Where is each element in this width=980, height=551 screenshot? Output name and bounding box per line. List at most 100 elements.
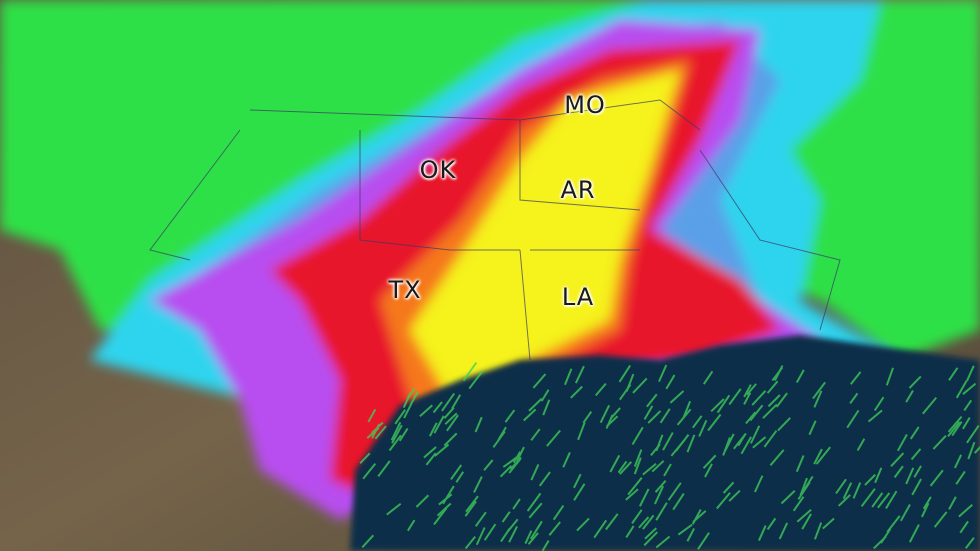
wind-streak [846, 409, 860, 429]
wind-streak [754, 475, 764, 493]
wind-streak [526, 492, 542, 512]
wind-streak [896, 434, 908, 452]
wind-streak [362, 463, 377, 480]
wind-streak [692, 415, 703, 429]
wind-streak [618, 364, 631, 383]
wind-streak [962, 417, 971, 430]
wind-streak [913, 465, 922, 478]
wind-streak [500, 527, 511, 543]
wind-streak [815, 446, 831, 465]
wind-streak [963, 399, 973, 411]
wind-streak [704, 463, 713, 478]
wind-streak [686, 434, 696, 453]
wind-streak [564, 368, 573, 386]
wind-streak [527, 532, 539, 545]
wind-streak [749, 425, 761, 444]
wind-streak [638, 516, 650, 529]
wind-streak [835, 478, 847, 495]
wind-streak [605, 513, 619, 531]
wind-streak [632, 377, 648, 394]
wind-streak [722, 481, 735, 494]
wind-streak [593, 519, 608, 539]
wind-streak [813, 522, 823, 540]
wind-streak [663, 463, 672, 477]
wind-streak [676, 408, 692, 426]
wind-streak [403, 403, 413, 419]
wind-streak [822, 517, 835, 530]
wind-streak [391, 424, 403, 444]
wind-streak [951, 421, 963, 437]
wind-streak [775, 392, 788, 408]
wind-streak [599, 404, 611, 424]
wind-streak [576, 517, 590, 532]
wind-streak [650, 443, 661, 457]
wind-streak [643, 405, 654, 420]
wind-streak [964, 537, 975, 549]
wind-streak [769, 449, 785, 466]
wind-streak [658, 364, 668, 383]
wind-streak [921, 502, 930, 518]
wind-streak [905, 467, 915, 485]
wind-streak [532, 373, 547, 389]
wind-streak [428, 422, 438, 437]
wind-streak [617, 460, 628, 474]
wind-streak [959, 520, 969, 534]
wind-streak [371, 423, 381, 439]
wind-streak [885, 367, 894, 386]
wind-streak [642, 463, 657, 476]
wind-streak [538, 471, 551, 487]
wind-streak [619, 461, 633, 475]
wind-streak [722, 437, 731, 456]
wind-streak [528, 397, 543, 412]
wind-streak [631, 426, 644, 446]
wind-streak [737, 434, 746, 447]
wind-streak [483, 459, 494, 471]
wind-streak [672, 492, 685, 511]
wind-streak [716, 394, 731, 414]
wind-streak [702, 454, 717, 469]
wind-streak [651, 460, 665, 473]
wind-streak [955, 380, 968, 399]
wind-streak [665, 374, 676, 390]
wind-streak [958, 503, 974, 518]
wind-streak [398, 427, 409, 442]
wind-streak [698, 419, 708, 437]
state-label-ok: OK [419, 156, 457, 184]
wind-streak [710, 398, 725, 413]
wind-streak [762, 403, 778, 419]
state-label-la: LA [561, 283, 595, 311]
state-label-mo: MO [564, 91, 606, 119]
wind-streak [442, 485, 455, 505]
wind-streak [662, 432, 674, 451]
wind-streak [877, 492, 891, 509]
wind-streak [625, 373, 635, 392]
wind-streak [524, 530, 533, 544]
wind-streak [654, 485, 665, 505]
wind-streak [433, 415, 445, 434]
wind-streak [374, 425, 387, 440]
wind-streak [849, 392, 859, 404]
wind-streak [432, 401, 443, 414]
wind-streak [911, 478, 922, 496]
wind-streak [837, 494, 851, 507]
wind-streak [885, 490, 898, 509]
wind-streak [890, 452, 905, 468]
wind-streak [728, 388, 742, 406]
wind-streak [743, 392, 752, 405]
wind-streak [633, 457, 642, 475]
wind-streak [749, 404, 764, 422]
wind-streak [423, 446, 437, 459]
wind-streak [483, 523, 497, 541]
wind-streak [625, 525, 635, 538]
wind-streak [473, 476, 483, 493]
wind-streak [433, 507, 448, 526]
wind-streak [893, 465, 904, 478]
wind-streak [501, 511, 511, 523]
wind-streak [801, 513, 812, 530]
wind-streak [812, 381, 826, 400]
wind-streak [799, 477, 808, 496]
wind-streak [562, 452, 571, 468]
wind-streak [771, 366, 784, 382]
wind-streak [856, 438, 866, 451]
wind-streak [697, 532, 710, 550]
